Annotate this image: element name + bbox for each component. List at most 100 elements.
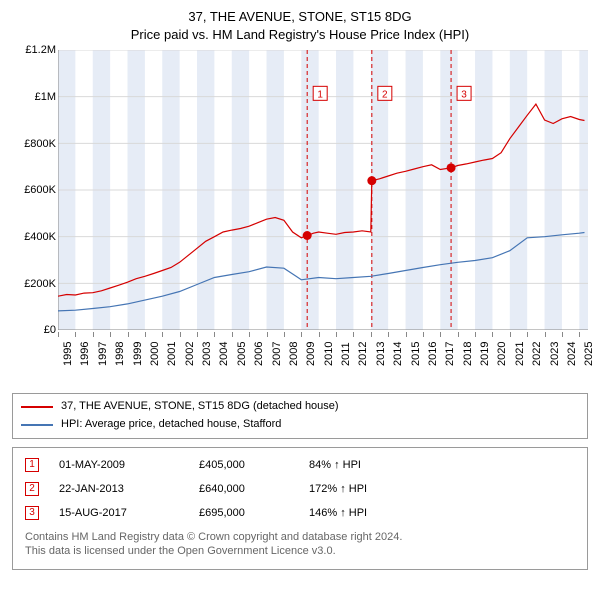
y-tick-label: £400K	[24, 231, 56, 243]
x-tick-label: 2013	[375, 342, 387, 366]
event-pct: 84% ↑ HPI	[309, 459, 459, 471]
x-tick	[545, 332, 546, 337]
x-tick	[562, 332, 563, 337]
y-tick-label: £200K	[24, 278, 56, 290]
x-tick	[527, 332, 528, 337]
plot-svg: 123	[58, 50, 588, 330]
title-block: 37, THE AVENUE, STONE, ST15 8DG Price pa…	[12, 8, 588, 44]
legend-row: HPI: Average price, detached house, Staf…	[21, 416, 579, 434]
x-tick	[371, 332, 372, 337]
y-axis: £0£200K£400K£600K£800K£1M£1.2M	[12, 50, 58, 330]
x-tick-label: 2005	[236, 342, 248, 366]
event-marker-box: 3	[25, 506, 39, 520]
x-tick-label: 2021	[514, 342, 526, 366]
x-tick-label: 1997	[97, 342, 109, 366]
x-tick	[353, 332, 354, 337]
x-tick-label: 2019	[479, 342, 491, 366]
x-tick-label: 2007	[271, 342, 283, 366]
x-tick-label: 2020	[496, 342, 508, 366]
svg-text:1: 1	[317, 90, 323, 101]
x-tick	[128, 332, 129, 337]
x-tick-label: 2002	[184, 342, 196, 366]
x-tick	[162, 332, 163, 337]
x-tick-label: 2018	[462, 342, 474, 366]
x-tick	[197, 332, 198, 337]
x-tick	[284, 332, 285, 337]
x-tick	[579, 332, 580, 337]
x-tick	[336, 332, 337, 337]
y-tick-label: £600K	[24, 184, 56, 196]
x-tick	[214, 332, 215, 337]
x-tick-label: 2024	[566, 342, 578, 366]
x-tick-label: 2003	[201, 342, 213, 366]
event-price: £405,000	[199, 459, 309, 471]
legend-label: 37, THE AVENUE, STONE, ST15 8DG (detache…	[61, 398, 339, 416]
footnote: Contains HM Land Registry data © Crown c…	[25, 530, 575, 560]
svg-text:2: 2	[382, 90, 388, 101]
event-marker-box: 2	[25, 482, 39, 496]
x-tick-label: 1998	[114, 342, 126, 366]
x-tick-label: 2009	[305, 342, 317, 366]
title-subtitle: Price paid vs. HM Land Registry's House …	[12, 26, 588, 44]
chart-container: 37, THE AVENUE, STONE, ST15 8DG Price pa…	[0, 0, 600, 582]
event-pct: 146% ↑ HPI	[309, 507, 459, 519]
x-tick	[249, 332, 250, 337]
event-price: £695,000	[199, 507, 309, 519]
footnote-line1: Contains HM Land Registry data © Crown c…	[25, 530, 575, 545]
legend: 37, THE AVENUE, STONE, ST15 8DG (detache…	[12, 393, 588, 438]
x-tick-label: 2022	[531, 342, 543, 366]
x-axis: 1995199619971998199920002001200220032004…	[58, 332, 588, 384]
event-pct: 172% ↑ HPI	[309, 483, 459, 495]
x-tick	[492, 332, 493, 337]
x-tick	[232, 332, 233, 337]
x-tick-label: 2014	[392, 342, 404, 366]
x-tick	[423, 332, 424, 337]
x-tick	[388, 332, 389, 337]
x-tick-label: 1999	[132, 342, 144, 366]
event-marker-box: 1	[25, 458, 39, 472]
x-tick	[458, 332, 459, 337]
x-tick-label: 1996	[79, 342, 91, 366]
events-rows: 1 01-MAY-2009£405,00084% ↑ HPI 2 22-JAN-201…	[25, 458, 575, 520]
footnote-line2: This data is licensed under the Open Gov…	[25, 544, 575, 559]
x-tick	[440, 332, 441, 337]
x-tick-label: 1995	[62, 342, 74, 366]
y-tick-label: £800K	[24, 138, 56, 150]
x-tick-label: 2008	[288, 342, 300, 366]
events-table: 1 01-MAY-2009£405,00084% ↑ HPI 2 22-JAN-201…	[12, 447, 588, 571]
x-tick	[510, 332, 511, 337]
x-tick	[475, 332, 476, 337]
x-tick-label: 2016	[427, 342, 439, 366]
x-tick-label: 2004	[218, 342, 230, 366]
legend-label: HPI: Average price, detached house, Staf…	[61, 416, 281, 434]
y-tick-label: £1.2M	[25, 44, 56, 56]
event-row: 2 22-JAN-2013£640,000172% ↑ HPI	[25, 482, 575, 496]
event-date: 22-JAN-2013	[59, 483, 199, 495]
x-tick	[267, 332, 268, 337]
x-tick-label: 2015	[410, 342, 422, 366]
y-tick-label: £1M	[35, 91, 56, 103]
x-tick	[93, 332, 94, 337]
x-tick-label: 2000	[149, 342, 161, 366]
x-tick-label: 2023	[549, 342, 561, 366]
x-tick	[180, 332, 181, 337]
x-tick-label: 2010	[323, 342, 335, 366]
event-row: 315-AUG-2017£695,000146% ↑ HPI	[25, 506, 575, 520]
title-address: 37, THE AVENUE, STONE, ST15 8DG	[12, 8, 588, 26]
x-tick-label: 2011	[340, 343, 352, 367]
x-tick-label: 2012	[357, 342, 369, 366]
x-tick-label: 2006	[253, 342, 265, 366]
legend-swatch	[21, 424, 53, 426]
x-tick	[58, 332, 59, 337]
x-tick-label: 2025	[583, 342, 595, 366]
event-date: 01-MAY-2009	[59, 459, 199, 471]
x-tick	[319, 332, 320, 337]
legend-row: 37, THE AVENUE, STONE, ST15 8DG (detache…	[21, 398, 579, 416]
event-row: 1 01-MAY-2009£405,00084% ↑ HPI	[25, 458, 575, 472]
y-tick-label: £0	[44, 324, 56, 336]
x-tick	[301, 332, 302, 337]
plot-area: 123	[58, 50, 588, 330]
x-tick	[406, 332, 407, 337]
x-tick-label: 2017	[444, 342, 456, 366]
event-price: £640,000	[199, 483, 309, 495]
